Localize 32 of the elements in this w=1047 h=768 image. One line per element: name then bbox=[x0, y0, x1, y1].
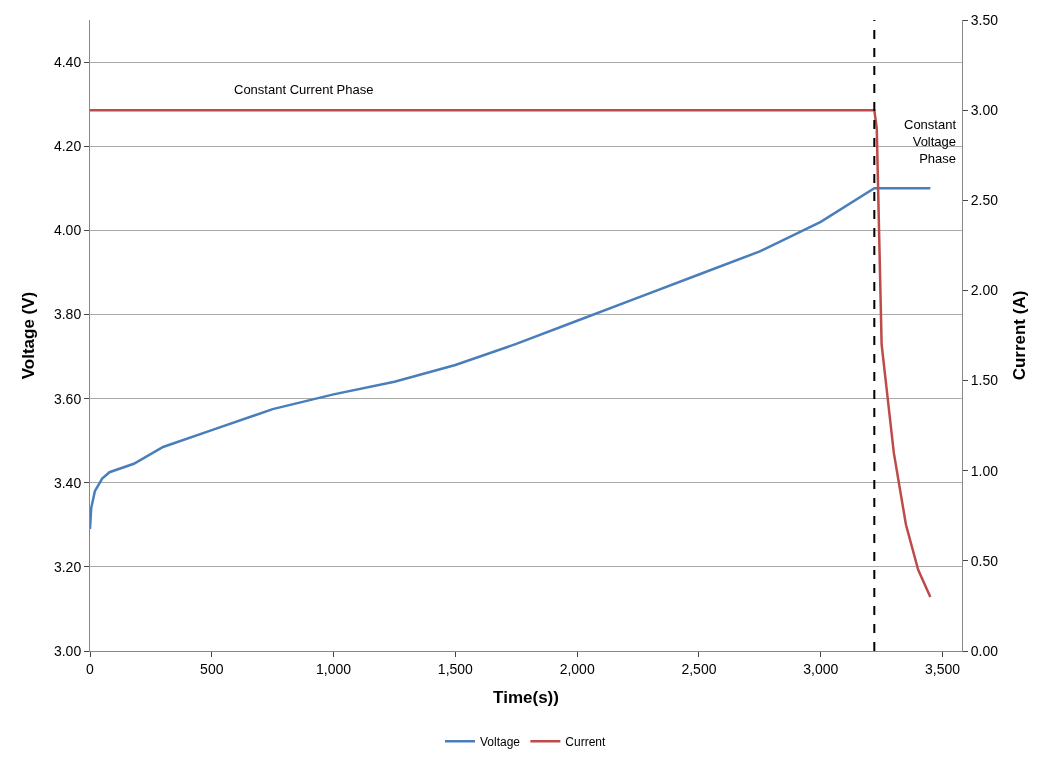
y-tick-label: 3.40 bbox=[53, 474, 82, 491]
legend-label: Voltage bbox=[480, 734, 521, 749]
x-axis-title: Time(s)) bbox=[493, 688, 559, 708]
annotation: Constant Current Phase bbox=[234, 82, 374, 97]
y-tick-label: 4.00 bbox=[53, 222, 82, 239]
y2-tick-label: 3.50 bbox=[970, 11, 999, 28]
annotation: Constant Voltage Phase bbox=[904, 117, 957, 166]
x-tick-label: 0 bbox=[86, 660, 95, 677]
y2-tick-label: 2.00 bbox=[970, 282, 999, 299]
x-tick-label: 1,000 bbox=[316, 660, 352, 677]
y2-axis-title: Current (A) bbox=[1009, 290, 1029, 381]
x-tick-label: 500 bbox=[200, 660, 224, 677]
y-tick-label: 3.20 bbox=[53, 558, 82, 575]
y2-tick-label: 0.00 bbox=[970, 642, 999, 659]
x-tick-label: 1,500 bbox=[437, 660, 474, 677]
legend-label: Current bbox=[565, 734, 607, 749]
y2-tick-label: 0.50 bbox=[970, 552, 999, 569]
y2-tick-label: 2.50 bbox=[970, 192, 999, 209]
x-tick-label: 3,000 bbox=[803, 660, 839, 677]
y2-tick-label: 1.00 bbox=[970, 462, 999, 479]
y2-tick-label: 3.00 bbox=[970, 102, 999, 119]
y-axis-title: Voltage (V) bbox=[18, 291, 38, 380]
y2-tick-label: 1.50 bbox=[970, 372, 999, 389]
y-tick-label: 3.60 bbox=[53, 390, 82, 407]
y-tick-label: 3.00 bbox=[53, 642, 82, 659]
x-tick-label: 3,500 bbox=[924, 660, 961, 677]
x-tick-label: 2,000 bbox=[559, 660, 595, 677]
y-tick-label: 3.80 bbox=[53, 306, 82, 323]
y-tick-label: 4.20 bbox=[53, 138, 82, 155]
line-series bbox=[90, 187, 932, 531]
y-tick-label: 4.40 bbox=[53, 53, 82, 70]
x-tick-label: 2,500 bbox=[681, 660, 717, 677]
